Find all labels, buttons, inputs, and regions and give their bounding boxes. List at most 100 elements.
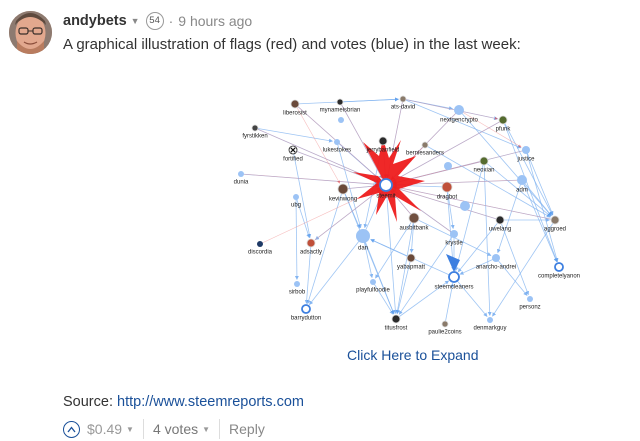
graph-edge	[362, 235, 374, 278]
source-link[interactable]: http://www.steemreports.com	[117, 394, 304, 410]
graph-node-dan[interactable]: dan	[356, 229, 370, 252]
graph-node-berniesanders[interactable]: berniesanders	[406, 141, 444, 157]
graph-node-marker	[550, 215, 560, 225]
graph-node-paulie2coins[interactable]: paulie2coins	[428, 320, 462, 336]
graph-node-ausbitbank[interactable]: ausbitbank	[399, 212, 430, 232]
graph-node-fyrstikken[interactable]: fyrstikken	[242, 124, 268, 140]
graph-node-marker	[356, 229, 370, 243]
graph-edge	[409, 217, 415, 253]
graph-node-marker	[527, 296, 533, 302]
graph-node-playfulfoodie[interactable]: playfulfoodie	[356, 279, 391, 294]
graph-edge	[310, 189, 381, 244]
graph-node-adm[interactable]: adm	[516, 175, 528, 194]
graph-edge	[395, 280, 450, 320]
graph-node-dunia[interactable]: dunia	[234, 171, 249, 186]
source-line: Source: http://www.steemreports.com	[63, 394, 304, 410]
graph-node-barrydutton[interactable]: barrydutton	[291, 304, 321, 322]
graph-node-marker	[238, 171, 244, 177]
graph-node-denmarkguy[interactable]: denmarkguy	[473, 317, 507, 332]
graph-node-marker	[406, 253, 416, 263]
graph-node-ubg[interactable]: ubg	[291, 194, 301, 209]
author-avatar[interactable]	[9, 11, 52, 54]
graph-node-anon3[interactable]	[460, 201, 470, 211]
graph-node-liberosist[interactable]: liberosist	[283, 99, 307, 117]
graph-node-label: krystle	[445, 241, 463, 247]
graph-node-jerrybanfield[interactable]: jerrybanfield	[366, 136, 400, 154]
graph-node-anon2[interactable]	[444, 162, 452, 170]
payout-caret-icon[interactable]: ▼	[126, 424, 134, 434]
graph-node-lukestokes[interactable]: lukestokes	[323, 139, 351, 154]
graph-node-marker	[522, 146, 530, 154]
comment-timestamp[interactable]: 9 hours ago	[178, 13, 253, 29]
graph-node-marker	[378, 136, 388, 146]
votes-count[interactable]: 4 votes	[152, 421, 199, 437]
reply-button[interactable]: Reply	[229, 421, 265, 437]
graph-node-label: pfunk	[496, 127, 512, 133]
upvote-button[interactable]	[63, 420, 80, 438]
graph-edge	[459, 257, 497, 275]
graph-node-personz[interactable]: personz	[519, 296, 541, 311]
graph-node-label: steemit	[376, 194, 396, 200]
graph-node-marker	[498, 115, 508, 125]
graph-node-marker	[251, 124, 259, 132]
graph-node-label: nextgencrypto	[440, 118, 478, 124]
payout-amount[interactable]: $0.49	[87, 421, 123, 437]
author-menu-caret-icon[interactable]: ▼	[130, 16, 140, 26]
graph-node-marker	[408, 212, 420, 224]
graph-node-discordia[interactable]: discordia	[248, 241, 273, 256]
graph-edge	[454, 160, 485, 272]
graph-node-justice[interactable]: justice	[516, 146, 535, 163]
graph-edge	[254, 127, 333, 143]
graph-edge	[398, 233, 455, 315]
graph-node-ats-david[interactable]: ats-david	[391, 95, 415, 111]
graph-edge	[458, 109, 522, 148]
graph-node-label: ats-david	[391, 105, 415, 111]
graph-node-mynameisbrian[interactable]: mynameisbrian	[320, 98, 361, 114]
graph-node-kevinwong[interactable]: kevinwong	[329, 183, 357, 203]
graph-node-yabapmatt[interactable]: yabapmatt	[397, 253, 425, 271]
graph-node-label: justice	[516, 157, 535, 163]
graph-node-marker	[492, 254, 500, 262]
graph-node-fortified[interactable]: fortified	[283, 145, 303, 163]
graph-edge	[395, 217, 415, 314]
graph-edge	[402, 98, 522, 149]
graph-node-uwelang[interactable]: uwelang	[489, 215, 511, 233]
graph-node-pfunk[interactable]: pfunk	[496, 115, 512, 133]
graph-edge	[453, 276, 488, 317]
graph-node-label: ausbitbank	[399, 226, 429, 232]
graph-node-adsactly[interactable]: adsactly	[300, 238, 322, 256]
graph-nodes: liberosist mynameisbrian ats-david nextgenc…	[234, 95, 580, 336]
graph-edge	[393, 185, 556, 221]
graph-node-marker	[441, 181, 453, 193]
graph-node-label: ubg	[291, 203, 301, 209]
graph-node-dragbot[interactable]: dragbot	[437, 181, 458, 201]
graph-node-sirbob[interactable]: sirbob	[289, 281, 306, 296]
graph-node-label: aggroed	[544, 227, 566, 233]
reputation-badge: 54	[145, 12, 164, 30]
graph-node-label: sirbob	[289, 290, 306, 296]
graph-edge	[396, 257, 412, 315]
graph-node-neoxian[interactable]: neoxian	[473, 156, 495, 174]
graph-node-completelyanon[interactable]: completelyanon	[538, 262, 580, 280]
author-name[interactable]: andybets	[63, 13, 127, 29]
graph-node-titusfrost[interactable]: titusfrost	[385, 314, 408, 332]
graph-node-label: barrydutton	[291, 316, 321, 322]
graph-edge	[525, 149, 559, 263]
graph-node-anon1[interactable]	[338, 117, 344, 123]
votes-caret-icon[interactable]: ▼	[202, 424, 211, 434]
graph-node-steemit[interactable]: steemit	[376, 178, 396, 200]
graph-node-nextgencrypto[interactable]: nextgencrypto	[440, 105, 479, 124]
graph-node-aggroed[interactable]: aggroed	[544, 215, 566, 233]
comment-footer: $0.49 ▼ 4 votes ▼ Reply	[63, 419, 265, 439]
expand-graph-link[interactable]: Click Here to Expand	[347, 347, 479, 363]
graph-node-marker	[391, 314, 401, 324]
graph-edge	[304, 242, 312, 304]
graph-node-label: titusfrost	[385, 326, 408, 332]
flags-votes-network-graph[interactable]: liberosist mynameisbrian ats-david nextgenc…	[233, 84, 585, 344]
graph-node-krystle[interactable]: krystle	[445, 230, 463, 247]
graph-node-anarcho-andrei[interactable]: anarcho-andrei	[476, 254, 516, 271]
graph-node-marker	[487, 317, 493, 323]
graph-node-label: liberosist	[283, 111, 307, 117]
graph-node-steemcleaners[interactable]: steemcleaners	[434, 271, 474, 291]
graph-node-marker	[290, 99, 300, 109]
